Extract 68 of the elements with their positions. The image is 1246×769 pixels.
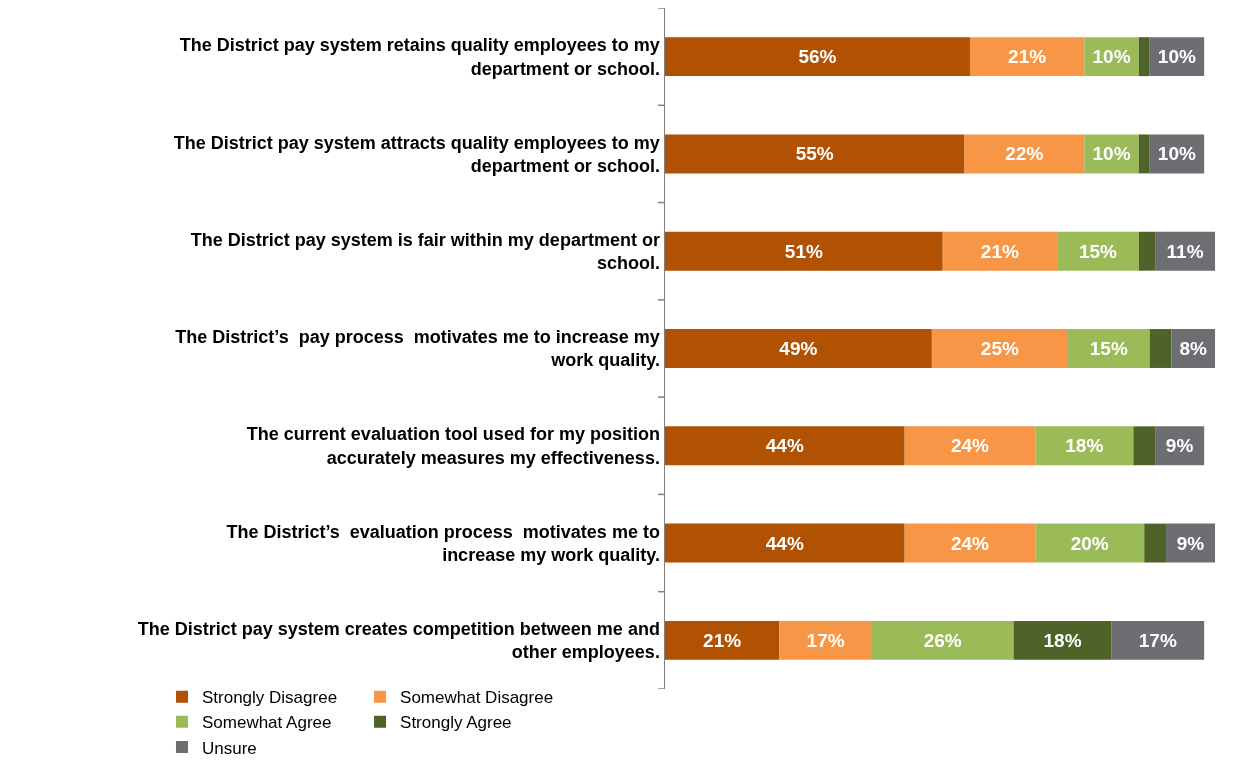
bar <box>1111 620 1205 660</box>
bar <box>1144 523 1167 563</box>
bar <box>665 620 780 660</box>
y-tick-label: The District pay system creates competition between me and other employees. <box>137 618 660 663</box>
bar <box>1013 620 1112 660</box>
bar <box>665 426 905 466</box>
y-tick-label: The District pay system retains quality employees to my department or school. <box>179 35 660 79</box>
bar <box>665 523 905 563</box>
bar <box>665 329 932 368</box>
y-tick-label: The District pay system attracts quality employees to my department or school. <box>173 132 660 176</box>
data-label: 55% <box>795 143 834 165</box>
bar <box>969 37 1085 77</box>
data-label: 21% <box>703 629 742 651</box>
bar <box>942 231 1058 271</box>
data-label: 17% <box>806 629 845 651</box>
y-tick-label: The District pay system is fair within my department or school. <box>190 229 660 274</box>
data-label: 9% <box>1165 435 1194 457</box>
bar <box>779 620 872 660</box>
data-label: 22% <box>1005 143 1044 165</box>
legend-label: Unsure <box>201 738 257 758</box>
data-label: 25% <box>980 338 1019 359</box>
data-label: 56% <box>798 46 837 68</box>
legend-label: Strongly Disagree <box>201 688 338 708</box>
data-label: 21% <box>980 240 1019 262</box>
data-label: 18% <box>1065 435 1104 457</box>
data-label: 17% <box>1138 629 1177 651</box>
bar <box>964 134 1085 174</box>
y-tick-label: The District’s evaluation process motivates me to increase my work quality. <box>226 521 660 566</box>
data-label: 49% <box>779 338 818 359</box>
bar <box>871 620 1014 660</box>
legend-label: Strongly Agree <box>400 713 512 733</box>
data-label: 44% <box>765 532 804 554</box>
y-tick-label: The District’s pay process motivates me to increase my work quality. <box>175 327 660 371</box>
y-tick-label: The current evaluation tool used for my position accurately measures my effectiveness. <box>246 424 660 468</box>
data-label: 10% <box>1157 143 1196 165</box>
data-label: 10% <box>1092 46 1131 68</box>
bar <box>1138 231 1156 271</box>
bar <box>1133 426 1156 466</box>
bar <box>1035 426 1134 466</box>
data-label: 20% <box>1070 532 1109 554</box>
bar <box>1138 134 1150 174</box>
bar <box>1149 329 1172 368</box>
data-label: 15% <box>1089 338 1128 359</box>
bar <box>665 37 970 77</box>
data-label: 51% <box>784 240 823 262</box>
bar <box>931 329 1069 368</box>
data-label: 9% <box>1176 532 1205 554</box>
data-label: 24% <box>950 435 990 457</box>
bar <box>1057 231 1139 271</box>
data-label: 18% <box>1043 629 1082 651</box>
bar <box>665 231 943 271</box>
data-label: 21% <box>1008 46 1047 68</box>
bar <box>1068 329 1150 368</box>
data-label: 11% <box>1166 240 1204 262</box>
data-label: 10% <box>1157 46 1196 68</box>
data-label: 26% <box>923 629 962 651</box>
legend-label: Somewhat Agree <box>201 713 332 733</box>
bar <box>665 134 965 174</box>
data-label: 10% <box>1092 143 1131 165</box>
data-label: 15% <box>1078 240 1118 262</box>
legend-label: Somewhat Disagree <box>400 688 554 708</box>
bar <box>904 426 1036 466</box>
data-label: 8% <box>1179 338 1208 359</box>
bar <box>1035 523 1145 563</box>
bar <box>904 523 1036 563</box>
data-label: 44% <box>765 435 804 457</box>
data-label: 24% <box>950 532 990 554</box>
bar <box>1138 37 1150 77</box>
